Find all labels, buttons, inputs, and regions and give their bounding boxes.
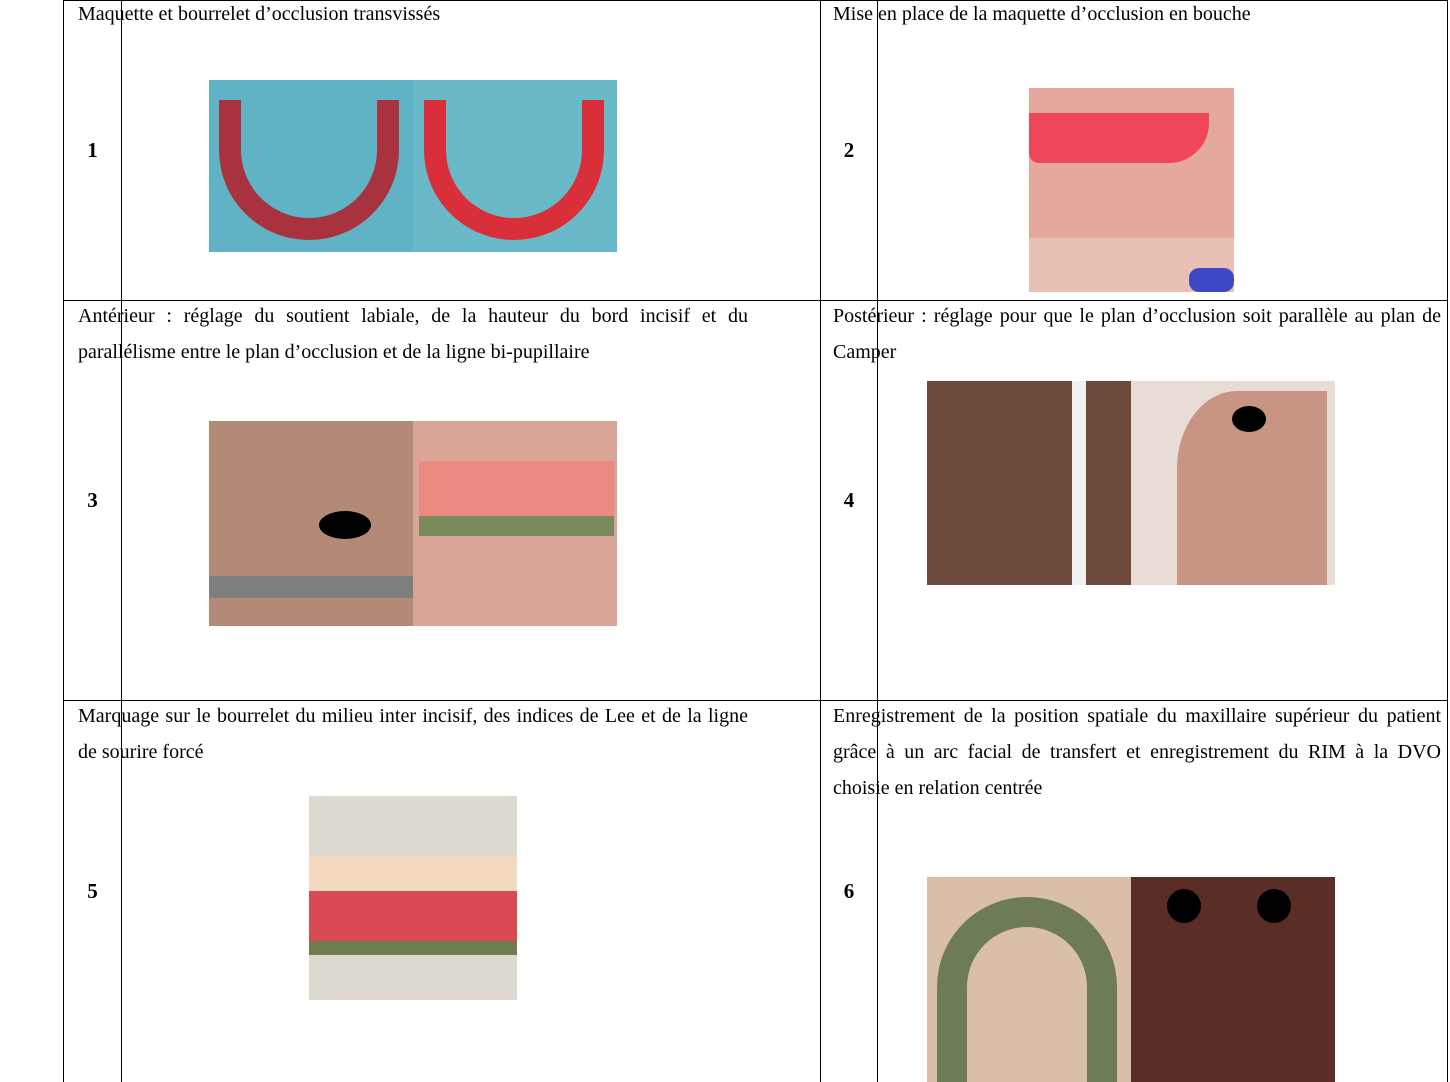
cell <box>121 700 820 1082</box>
cell-text: Maquette et bourrelet d’occlusion transv… <box>78 3 441 25</box>
row-number: 2 <box>820 0 877 300</box>
photo <box>927 877 1335 1082</box>
cell <box>877 0 1448 300</box>
photo <box>209 80 617 252</box>
row-number: 3 <box>63 300 121 700</box>
cell-text: Postérieur : réglage pour que le plan d’… <box>833 305 1441 363</box>
photo <box>209 421 617 626</box>
cell-text: Mise en place de la maquette d’occlusion… <box>833 3 1251 25</box>
cell <box>877 300 1448 700</box>
row-number: 5 <box>63 700 121 1082</box>
cell-text: Enregistrement de la position spatiale d… <box>833 705 1441 799</box>
row-number: 4 <box>820 300 877 700</box>
cell-text: Antérieur : réglage du soutient labiale,… <box>78 305 748 363</box>
row-number: 1 <box>63 0 121 300</box>
photo <box>927 381 1335 585</box>
photo <box>309 796 517 1000</box>
photo <box>1029 88 1234 292</box>
cell-text: Marquage sur le bourrelet du milieu inte… <box>78 705 748 763</box>
row-number: 6 <box>820 700 877 1082</box>
cell <box>877 700 1448 1082</box>
cell <box>121 300 820 700</box>
cell <box>121 0 820 300</box>
